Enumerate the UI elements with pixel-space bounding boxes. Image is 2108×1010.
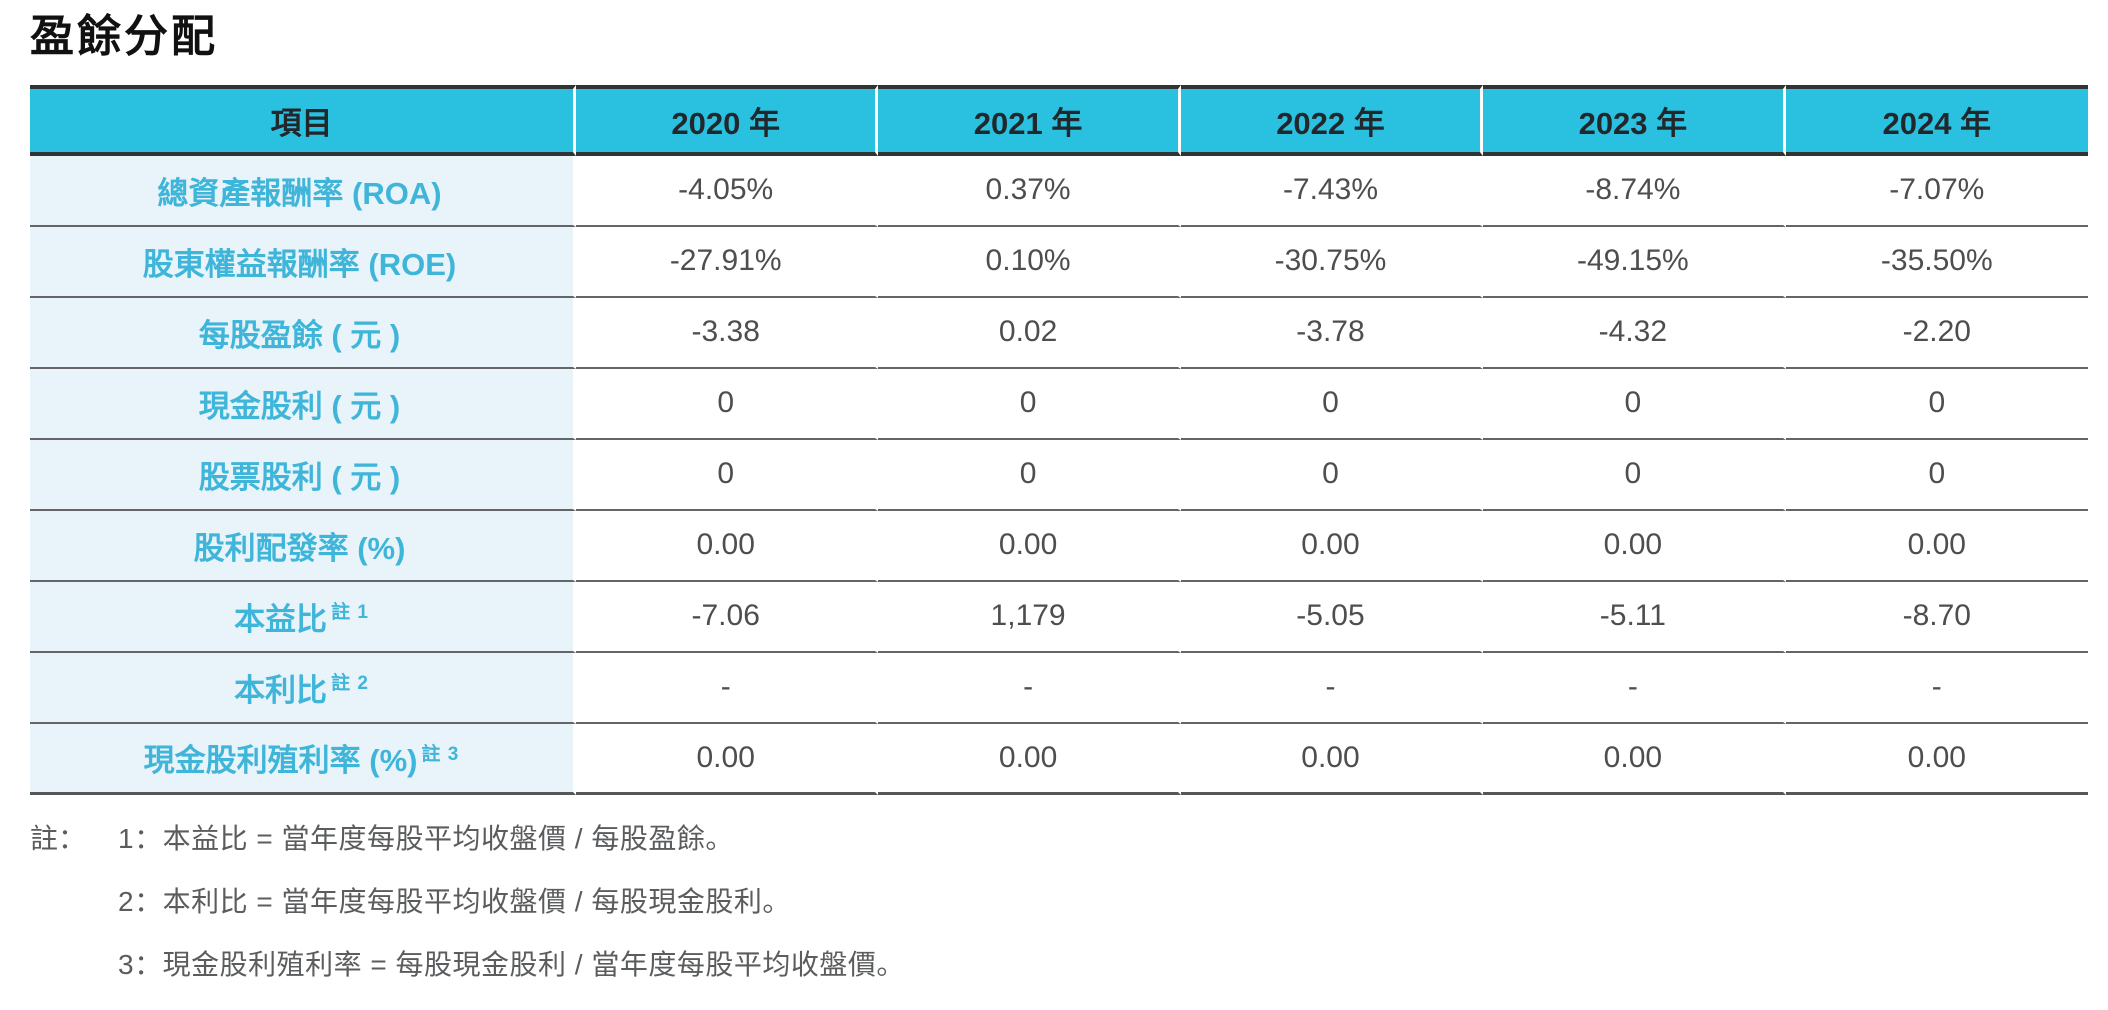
cell-payout-ratio-2022: 0.00 xyxy=(1180,510,1484,582)
cell-roe-2023: -49.15% xyxy=(1483,226,1786,298)
table-header-row: 項目 2020 年 2021 年 2022 年 2023 年 2024 年 xyxy=(30,84,2088,156)
table-row-payout-ratio: 股利配發率 (%) 0.00 0.00 0.00 0.00 0.00 xyxy=(30,510,2088,582)
note-ref-2: 註 2 xyxy=(331,673,369,695)
cell-pd-ratio-2020: - xyxy=(576,652,879,724)
row-label-eps: 每股盈餘 ( 元 ) xyxy=(30,297,576,369)
cell-dividend-yield-2024: 0.00 xyxy=(1785,723,2088,795)
cell-cash-dividend-2022: 0 xyxy=(1180,368,1484,440)
page-title: 盈餘分配 xyxy=(30,12,218,61)
row-label-dividend-yield: 現金股利殖利率 (%) 註 3 xyxy=(30,723,576,795)
row-label-text: 股利配發率 (%) xyxy=(193,530,406,566)
cell-pd-ratio-2023: - xyxy=(1483,652,1786,724)
header-cell-year-2023: 2023 年 xyxy=(1483,84,1786,156)
row-label-text: 股票股利 ( 元 ) xyxy=(198,459,401,495)
table-row-pd-ratio: 本利比註 2 - - - - - xyxy=(30,652,2088,724)
footnote-item-1: 1：本益比 = 當年度每股平均收盤價 / 每股盈餘。 xyxy=(118,822,734,854)
cell-stock-dividend-2020: 0 xyxy=(576,439,879,511)
cell-cash-dividend-2020: 0 xyxy=(576,368,879,440)
header-cell-year-2021: 2021 年 xyxy=(878,84,1181,156)
cell-roe-2024: -35.50% xyxy=(1785,226,2088,298)
footnotes-list: 1：本益比 = 當年度每股平均收盤價 / 每股盈餘。 2：本利比 = 當年度每股… xyxy=(118,819,2088,985)
cell-payout-ratio-2023: 0.00 xyxy=(1483,510,1786,582)
cell-dividend-yield-2020: 0.00 xyxy=(576,723,879,795)
row-label-text: 本利比 xyxy=(234,672,328,708)
cell-payout-ratio-2021: 0.00 xyxy=(878,510,1181,582)
cell-eps-2021: 0.02 xyxy=(878,297,1181,369)
table-row-cash-dividend: 現金股利 ( 元 ) 0 0 0 0 0 xyxy=(30,368,2088,440)
cell-stock-dividend-2022: 0 xyxy=(1180,439,1484,511)
cell-pe-ratio-2023: -5.11 xyxy=(1483,581,1786,653)
cell-payout-ratio-2020: 0.00 xyxy=(576,510,879,582)
earnings-distribution-table: 項目 2020 年 2021 年 2022 年 2023 年 2024 年 總資… xyxy=(30,84,2088,795)
table-row-pe-ratio: 本益比註 1 -7.06 1,179 -5.05 -5.11 -8.70 xyxy=(30,581,2088,653)
note-ref-1: 註 1 xyxy=(331,602,369,624)
cell-pe-ratio-2022: -5.05 xyxy=(1180,581,1484,653)
table-row-eps: 每股盈餘 ( 元 ) -3.38 0.02 -3.78 -4.32 -2.20 xyxy=(30,297,2088,369)
header-cell-year-2020: 2020 年 xyxy=(576,84,879,156)
cell-roe-2020: -27.91% xyxy=(576,226,879,298)
footnote-item-3: 3：現金股利殖利率 = 每股現金股利 / 當年度每股平均收盤價。 xyxy=(118,948,905,980)
cell-cash-dividend-2023: 0 xyxy=(1483,368,1786,440)
cell-eps-2020: -3.38 xyxy=(576,297,879,369)
cell-roa-2021: 0.37% xyxy=(878,155,1181,227)
row-label-roa: 總資產報酬率 (ROA) xyxy=(30,155,576,227)
cell-stock-dividend-2024: 0 xyxy=(1785,439,2088,511)
footnotes: 註： 1：本益比 = 當年度每股平均收盤價 / 每股盈餘。 2：本利比 = 當年… xyxy=(30,819,2088,985)
row-label-text: 本益比 xyxy=(234,601,328,637)
cell-roe-2022: -30.75% xyxy=(1180,226,1484,298)
cell-eps-2024: -2.20 xyxy=(1785,297,2088,369)
row-label-cash-dividend: 現金股利 ( 元 ) xyxy=(30,368,576,440)
table-row-stock-dividend: 股票股利 ( 元 ) 0 0 0 0 0 xyxy=(30,439,2088,511)
cell-payout-ratio-2024: 0.00 xyxy=(1785,510,2088,582)
cell-roa-2022: -7.43% xyxy=(1180,155,1484,227)
row-label-payout-ratio: 股利配發率 (%) xyxy=(30,510,576,582)
table-row-roe: 股東權益報酬率 (ROE) -27.91% 0.10% -30.75% -49.… xyxy=(30,226,2088,298)
row-label-pe-ratio: 本益比註 1 xyxy=(30,581,576,653)
row-label-pd-ratio: 本利比註 2 xyxy=(30,652,576,724)
header-cell-year-2022: 2022 年 xyxy=(1180,84,1484,156)
cell-pe-ratio-2020: -7.06 xyxy=(576,581,879,653)
cell-cash-dividend-2024: 0 xyxy=(1785,368,2088,440)
header-cell-year-2024: 2024 年 xyxy=(1785,84,2088,156)
cell-pd-ratio-2022: - xyxy=(1180,652,1484,724)
row-label-text: 股東權益報酬率 (ROE) xyxy=(142,246,457,282)
cell-cash-dividend-2021: 0 xyxy=(878,368,1181,440)
cell-stock-dividend-2023: 0 xyxy=(1483,439,1786,511)
row-label-text: 總資產報酬率 (ROA) xyxy=(157,175,442,211)
report-page: 盈餘分配 項目 2020 年 2021 年 2022 年 2023 年 2024… xyxy=(30,12,2088,985)
row-label-text: 現金股利 ( 元 ) xyxy=(198,388,401,424)
footnote-item-2: 2：本利比 = 當年度每股平均收盤價 / 每股現金股利。 xyxy=(118,885,791,917)
table-row-dividend-yield: 現金股利殖利率 (%) 註 3 0.00 0.00 0.00 0.00 0.00 xyxy=(30,723,2088,795)
cell-dividend-yield-2022: 0.00 xyxy=(1180,723,1484,795)
footnotes-prefix: 註： xyxy=(30,822,87,854)
cell-pd-ratio-2021: - xyxy=(878,652,1181,724)
row-label-text: 每股盈餘 ( 元 ) xyxy=(198,317,401,353)
cell-pd-ratio-2024: - xyxy=(1785,652,2088,724)
cell-stock-dividend-2021: 0 xyxy=(878,439,1181,511)
note-ref-3: 註 3 xyxy=(421,743,460,765)
cell-eps-2022: -3.78 xyxy=(1180,297,1484,369)
header-cell-item: 項目 xyxy=(30,84,576,156)
cell-dividend-yield-2021: 0.00 xyxy=(878,723,1181,795)
cell-roe-2021: 0.10% xyxy=(878,226,1181,298)
table-row-roa: 總資產報酬率 (ROA) -4.05% 0.37% -7.43% -8.74% … xyxy=(30,155,2088,227)
row-label-roe: 股東權益報酬率 (ROE) xyxy=(30,226,576,298)
cell-eps-2023: -4.32 xyxy=(1483,297,1786,369)
cell-pe-ratio-2024: -8.70 xyxy=(1785,581,2088,653)
cell-roa-2020: -4.05% xyxy=(576,155,879,227)
cell-roa-2023: -8.74% xyxy=(1483,155,1786,227)
row-label-stock-dividend: 股票股利 ( 元 ) xyxy=(30,439,576,511)
cell-pe-ratio-2021: 1,179 xyxy=(878,581,1181,653)
row-label-text: 現金股利殖利率 (%) xyxy=(143,743,418,779)
cell-dividend-yield-2023: 0.00 xyxy=(1483,723,1786,795)
cell-roa-2024: -7.07% xyxy=(1785,155,2088,227)
